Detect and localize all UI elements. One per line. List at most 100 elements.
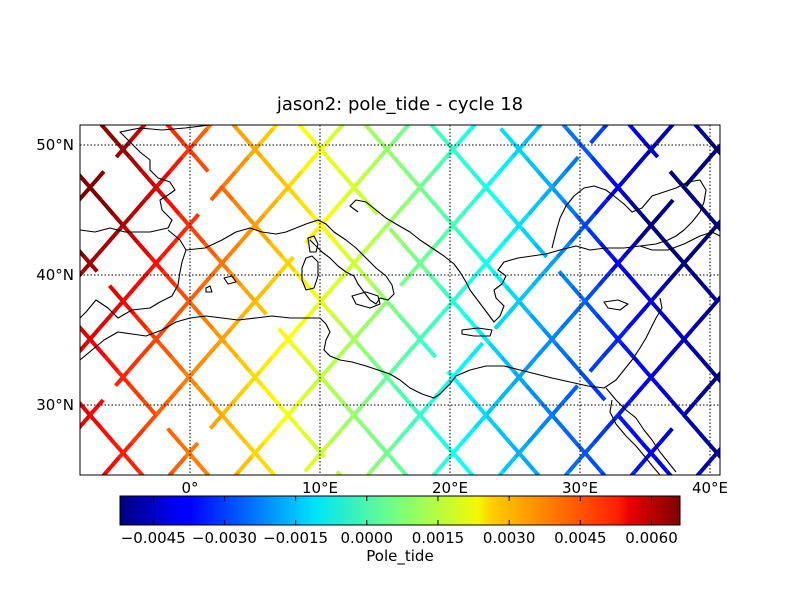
colorbar-tick-label: 0.0060 bbox=[625, 529, 678, 547]
track-segment bbox=[131, 198, 147, 216]
track-segment bbox=[724, 157, 736, 171]
track-segment bbox=[223, 341, 240, 359]
track-segment bbox=[194, 384, 211, 402]
track-segment bbox=[632, 355, 648, 373]
track-segment bbox=[128, 384, 145, 402]
track-segment bbox=[80, 172, 91, 188]
track-segment bbox=[338, 170, 355, 188]
track-segment bbox=[566, 355, 582, 373]
track-segment bbox=[524, 155, 540, 173]
track-segment bbox=[200, 270, 217, 288]
track-segment bbox=[322, 227, 338, 245]
track-segment bbox=[471, 398, 487, 416]
track-segment bbox=[173, 284, 190, 302]
track-segment bbox=[184, 212, 201, 230]
track-segment bbox=[473, 184, 490, 202]
track-segment bbox=[489, 241, 506, 259]
track-segment bbox=[231, 198, 247, 216]
track-segment bbox=[368, 355, 384, 373]
track-segment bbox=[279, 255, 295, 273]
track-segment bbox=[646, 212, 663, 230]
track-segment bbox=[231, 125, 239, 130]
track-segment bbox=[551, 170, 568, 188]
track-segment bbox=[110, 298, 126, 316]
track-segment bbox=[246, 370, 262, 388]
track-segment bbox=[589, 127, 605, 145]
track-segment bbox=[522, 355, 538, 373]
track-segment bbox=[693, 198, 709, 216]
track-segment bbox=[262, 427, 278, 445]
track-segment bbox=[271, 125, 279, 130]
track-segment bbox=[518, 284, 535, 302]
island-sardinia bbox=[301, 255, 319, 291]
coastlines bbox=[80, 125, 720, 475]
track-segment bbox=[701, 284, 718, 302]
track-segment bbox=[732, 243, 744, 257]
track-segment bbox=[89, 398, 105, 416]
track-segment bbox=[719, 457, 720, 460]
track-segment bbox=[142, 412, 159, 430]
track-segment bbox=[508, 441, 525, 459]
track-segment bbox=[100, 427, 116, 445]
map-panel: 50°N 40°N 30°N 0° 10°E 20°E 30°E 40°E bbox=[36, 100, 744, 497]
track-segment bbox=[527, 198, 543, 216]
track-segment bbox=[391, 127, 407, 145]
track-segment bbox=[604, 412, 621, 430]
track-segment bbox=[376, 441, 393, 459]
track-segment bbox=[633, 455, 649, 473]
track-segment bbox=[355, 341, 372, 359]
track-segment bbox=[104, 355, 120, 373]
track-segment bbox=[233, 470, 241, 475]
track-segment bbox=[563, 384, 580, 402]
track-segment bbox=[433, 127, 449, 145]
track-segment bbox=[190, 227, 206, 245]
track-segment bbox=[212, 100, 224, 114]
track-segment bbox=[421, 341, 438, 359]
track-segment bbox=[630, 155, 646, 173]
track-segment bbox=[533, 470, 541, 475]
track-segment bbox=[510, 370, 526, 388]
track-segment bbox=[696, 155, 712, 173]
track-segment bbox=[238, 227, 254, 245]
track-segment bbox=[537, 398, 553, 416]
track-segment bbox=[683, 170, 700, 188]
track-segment bbox=[467, 470, 475, 475]
track-segment bbox=[724, 386, 737, 400]
track-segment bbox=[93, 241, 110, 259]
track-segment bbox=[236, 355, 252, 373]
track-segment bbox=[579, 441, 596, 459]
track-segment bbox=[429, 125, 437, 130]
track-segment bbox=[485, 398, 501, 416]
track-segment bbox=[526, 427, 542, 445]
track-segment bbox=[706, 441, 720, 459]
track-segment bbox=[117, 441, 134, 459]
track-segment bbox=[470, 170, 487, 188]
track-segment bbox=[691, 312, 708, 330]
track-segment bbox=[664, 241, 681, 259]
track-segment bbox=[155, 398, 171, 416]
track-segment bbox=[550, 100, 562, 114]
track-segment bbox=[389, 455, 405, 473]
track-segment bbox=[601, 125, 609, 130]
coastline-red-sea bbox=[609, 399, 661, 475]
track-segment bbox=[466, 241, 483, 259]
track-segment bbox=[514, 212, 531, 230]
island-crete bbox=[461, 327, 493, 337]
track-segment bbox=[599, 470, 607, 475]
track-segment bbox=[535, 125, 543, 130]
track-segment bbox=[642, 370, 658, 388]
track-segment bbox=[370, 227, 386, 245]
track-segment bbox=[130, 427, 146, 445]
track-segment bbox=[442, 441, 459, 459]
track-segment bbox=[477, 255, 493, 273]
track-segment bbox=[217, 327, 233, 345]
track-segment bbox=[326, 155, 342, 173]
map-title: jason2: pole_tide - cycle 18 bbox=[276, 94, 523, 115]
track-segment bbox=[667, 125, 675, 130]
track-segment bbox=[249, 441, 266, 459]
track-segment bbox=[221, 398, 237, 416]
track-segment bbox=[91, 341, 108, 359]
track-segment bbox=[233, 384, 250, 402]
track-segment bbox=[166, 427, 182, 445]
